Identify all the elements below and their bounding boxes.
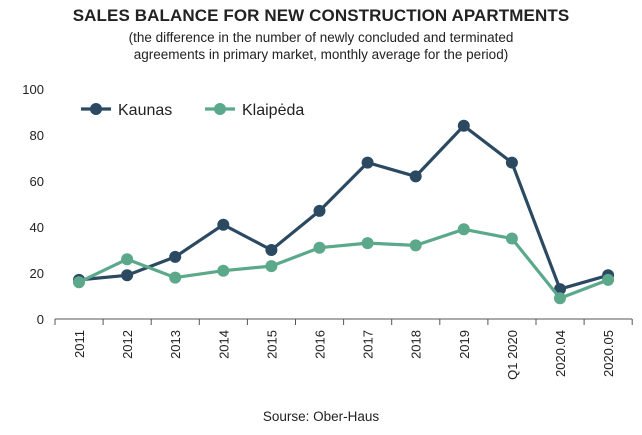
series-line-1: [78, 227, 609, 300]
data-point-1-4: [265, 260, 278, 273]
data-point-0-4: [265, 244, 278, 256]
x-tick-label: Q1 2020: [505, 330, 520, 380]
chart-source: Sourse: Ober-Haus: [262, 409, 380, 424]
series-layer: [73, 119, 615, 305]
chart-subtitle-line-1: (the difference in the number of newly c…: [128, 30, 514, 45]
legend-label-1: Klaipėda: [242, 102, 304, 119]
legend: Kaunas Klaipėda: [81, 102, 304, 119]
data-point-0-5: [313, 204, 326, 217]
legend-marker-1: [214, 103, 226, 115]
y-tick-label: 0: [37, 312, 44, 327]
x-tick-label: 2020.04: [553, 330, 568, 377]
chart-header: SALES BALANCE FOR NEW CONSTRUCTION APART…: [0, 6, 642, 63]
x-tick-label: 2012: [120, 330, 135, 359]
data-point-0-8: [457, 119, 470, 132]
x-axis: 2011 2012 2013 2014 2015 2016 2017 2018 2019 Q1 2…: [54, 318, 633, 380]
x-tick-label: 2011: [72, 330, 87, 358]
data-point-0-9: [505, 156, 518, 169]
data-point-1-9: [505, 232, 518, 245]
y-tick-label: 60: [30, 174, 44, 189]
y-tick-label: 100: [22, 82, 44, 97]
chart-subtitle-line-2: agreements in primary market, monthly av…: [133, 47, 509, 62]
x-tick-label: 2017: [361, 330, 376, 359]
x-tick-label: 2014: [216, 330, 231, 359]
legend-label-0: Kaunas: [118, 102, 172, 119]
x-tick-label: 2019: [457, 330, 472, 359]
chart-subtitle: (the difference in the number of newly c…: [0, 29, 642, 63]
data-point-1-5: [313, 241, 326, 254]
data-point-1-10: [554, 292, 566, 305]
x-tick-label: 2016: [313, 330, 328, 359]
data-point-0-2: [169, 250, 182, 263]
y-tick-label: 80: [30, 128, 44, 143]
data-point-1-1: [121, 253, 134, 266]
y-tick-label: 40: [30, 220, 44, 235]
data-point-1-6: [361, 237, 374, 250]
x-tick-label: 2020.05: [601, 330, 616, 377]
y-tick-label: 20: [30, 266, 44, 281]
data-point-0-6: [361, 156, 374, 169]
data-point-1-3: [217, 264, 230, 277]
data-point-1-8: [457, 223, 470, 236]
x-tick-label: 2015: [264, 330, 279, 359]
legend-marker-0: [90, 103, 102, 115]
data-point-0-3: [217, 218, 230, 231]
x-tick-label: 2018: [409, 330, 424, 359]
data-point-0-7: [409, 170, 422, 183]
y-axis: 0 20 40 60 80 100: [22, 82, 44, 327]
data-point-1-0: [73, 276, 85, 289]
x-tick-label: 2013: [168, 330, 183, 359]
series-line-0: [78, 124, 609, 291]
data-point-1-2: [169, 271, 182, 284]
data-point-1-11: [602, 273, 615, 286]
data-point-0-1: [121, 269, 134, 282]
data-point-1-7: [409, 239, 422, 252]
chart-title: SALES BALANCE FOR NEW CONSTRUCTION APART…: [72, 6, 570, 25]
